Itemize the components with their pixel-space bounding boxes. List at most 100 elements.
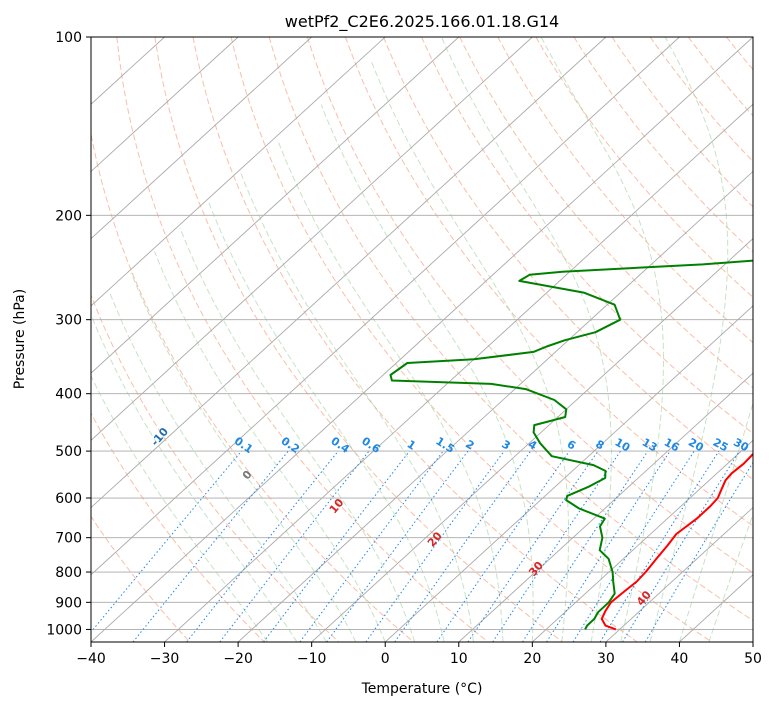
moist-adiabat [708, 513, 753, 642]
x-tick-label: 10 [450, 651, 468, 667]
dry-adiabat-label: -10 [148, 425, 171, 449]
moist-adiabat [649, 37, 729, 642]
mixing-ratio-line [263, 450, 410, 642]
moist-adiabat [179, 227, 416, 642]
mixing-ratio-line [622, 450, 740, 642]
moist-adiabat [208, 201, 445, 642]
mixing-ratio-line [522, 450, 649, 642]
mixing-ratio-label: 10 [612, 436, 632, 455]
dry-adiabat [344, 37, 753, 527]
mixing-ratio-line [467, 450, 599, 642]
moist-adiabat [109, 292, 327, 642]
dry-adiabat-label: 40 [634, 588, 654, 608]
y-axis: 100 200 300 400 500 600 700 800 900 1000 [46, 30, 91, 638]
mixing-ratio-label: 1.5 [433, 434, 456, 455]
mixing-ratio-line [91, 450, 242, 633]
mixing-ratio-line [644, 461, 753, 642]
isotherm-line [532, 439, 753, 642]
moist-adiabat [130, 272, 357, 642]
mixing-ratio-line [186, 450, 339, 642]
y-axis-label: Pressure (hPa) [12, 289, 28, 389]
y-tick-label: 300 [55, 313, 82, 329]
mixing-ratio-label: 36 [752, 436, 772, 455]
x-axis-label: Temperature (°C) [361, 681, 483, 697]
moist-adiabat [540, 37, 664, 642]
dry-adiabat [230, 37, 713, 642]
moist-adiabat [240, 173, 474, 642]
x-tick-label: −20 [223, 651, 253, 667]
x-tick-label: 30 [597, 651, 615, 667]
moist-adiabat [154, 251, 386, 642]
moist-adiabat [320, 104, 534, 642]
x-axis: −40 −30 −20 −10 0 10 20 30 40 50 [76, 642, 762, 667]
dry-adiabat [383, 37, 753, 481]
dry-adiabat [535, 37, 753, 298]
x-tick-label: −10 [297, 651, 327, 667]
mixing-ratio-line [219, 450, 370, 642]
mixing-ratio-label: 0.4 [328, 434, 352, 456]
temperature-profile [600, 452, 753, 631]
y-tick-label: 1000 [46, 622, 82, 638]
x-tick-label: −40 [76, 651, 106, 667]
isotherm-line [91, 37, 312, 240]
mixing-ratio-line [326, 450, 469, 642]
dry-adiabat [91, 131, 414, 642]
plot-frame [90, 36, 754, 643]
x-tick-label: 0 [381, 651, 390, 667]
mixing-ratio-label: 0.1 [232, 434, 255, 456]
isotherm-line [384, 305, 753, 642]
mixing-ratio-label: 20 [686, 436, 706, 455]
isotherm-line [91, 37, 533, 441]
isotherm-line [91, 37, 680, 576]
mixing-ratio-label: 1 [405, 438, 418, 453]
x-tick-label: 50 [744, 651, 762, 667]
isotherm-line [91, 37, 753, 642]
mixing-ratio-line [365, 450, 505, 642]
y-tick-label: 600 [55, 491, 82, 507]
x-tick-label: −30 [150, 651, 180, 667]
isotherm-line [311, 238, 753, 642]
dry-adiabat [687, 37, 753, 117]
dry-adiabat-label: 30 [526, 559, 546, 579]
dry-adiabat [306, 37, 753, 574]
y-tick-label: 200 [55, 208, 82, 224]
mixing-ratio-line [492, 450, 622, 642]
dry-adiabat [91, 293, 340, 642]
mixing-ratio-label: 16 [662, 436, 682, 455]
isotherm-line [458, 372, 753, 642]
dry-adiabat [268, 37, 753, 622]
dry-adiabat-label: 20 [425, 529, 445, 549]
moist-adiabat [370, 61, 570, 642]
isotherm-line [605, 506, 753, 642]
y-tick-label: 100 [55, 30, 82, 46]
isotherm-line [752, 641, 753, 642]
dry-adiabat [726, 37, 753, 71]
dry-adiabat [649, 37, 753, 163]
x-tick-label: 20 [523, 651, 541, 667]
dry-adiabat [154, 37, 563, 642]
dry-adiabat [421, 37, 753, 435]
moist-adiabat [91, 313, 298, 642]
mixing-ratio-label: 0.6 [359, 434, 383, 456]
dry-adiabat [765, 37, 775, 642]
mixing-ratio-line [299, 450, 444, 642]
moist-adiabat [441, 37, 612, 642]
y-tick-label: 500 [55, 444, 82, 460]
mixing-ratio-label: 6 [565, 438, 579, 453]
mixing-ratio-label: 30 [731, 436, 751, 455]
y-tick-label: 700 [55, 531, 82, 547]
mixing-ratio-line [394, 450, 532, 642]
mixing-ratio-line [599, 450, 720, 642]
dewpoint-profile [389, 259, 753, 630]
chart-title: wetPf2_C2E6.2025.166.01.18.G14 [285, 12, 559, 32]
dry-adiabat [497, 37, 753, 344]
mixing-ratio-line [436, 450, 570, 642]
x-tick-label: 40 [671, 651, 689, 667]
isotherm-line [91, 37, 460, 374]
y-tick-label: 800 [55, 565, 82, 581]
mixing-ratio-line [132, 450, 289, 642]
sounding-profiles [389, 259, 753, 631]
isotherm-line [164, 103, 753, 642]
dry-adiabat [611, 37, 753, 208]
